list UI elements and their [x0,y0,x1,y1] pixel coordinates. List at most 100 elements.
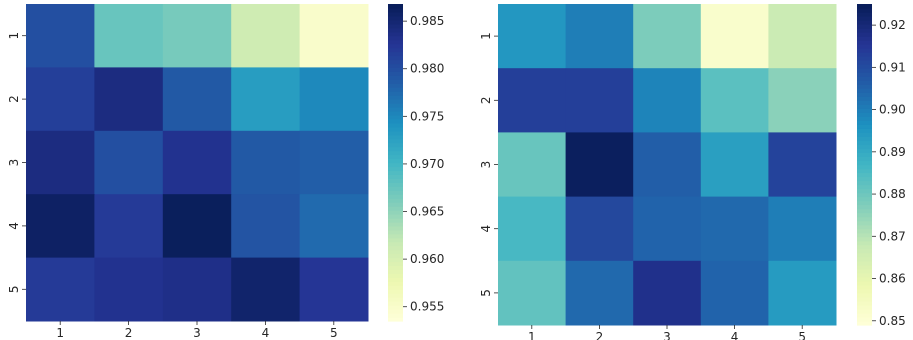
colorbar-segment [857,52,872,57]
colorbar-segment [857,80,872,85]
heatmap-cell [565,68,634,133]
colorbar-segment [388,198,403,203]
colorbar-segment [388,63,403,68]
colorbar-segment [388,51,403,57]
colorbar-segment [388,130,403,136]
colorbar-segment [388,186,403,191]
colorbar-segment [857,64,872,69]
colorbar-segment [388,309,403,314]
colorbar-tick-label: 0.980 [410,62,444,76]
heatmap-cell [231,194,301,259]
colorbar-segment [857,292,872,298]
colorbar-tick-label: 0.87 [879,229,906,243]
colorbar-segment [388,83,403,88]
colorbar-segment [388,313,403,318]
heatmap-cell [633,4,702,69]
x-tick-label: 3 [193,326,201,340]
colorbar-segment [388,79,403,84]
colorbar-segment [857,92,872,97]
colorbar-segment [857,40,872,45]
colorbar-tick-label: 0.88 [879,187,906,201]
colorbar-segment [388,249,403,255]
colorbar-segment [388,110,403,116]
colorbar-segment [857,12,872,17]
heatmap-cell [565,196,634,262]
colorbar-segment [388,19,403,25]
colorbar-segment [388,75,403,80]
colorbar-segment [388,190,403,195]
y-tick-label: 4 [479,225,493,233]
colorbar-tick-label: 0.89 [879,145,906,159]
heatmap-cell [498,132,567,198]
colorbar-segment [857,244,872,250]
heatmap-cell [498,196,567,262]
heatmap-cell [299,67,369,132]
colorbar-segment [857,176,872,182]
y-tick-label: 5 [7,285,21,293]
colorbar-segment [857,312,872,318]
colorbar-segment [388,47,403,53]
colorbar-segment [388,122,403,128]
colorbar-segment [388,87,403,92]
x-tick-label: 3 [663,330,671,340]
colorbar-segment [857,240,872,246]
colorbar-segment [857,48,872,53]
colorbar-segment [857,8,872,13]
colorbar-tick-label: 0.86 [879,272,906,286]
colorbar-segment [388,293,403,298]
colorbar-segment [388,265,403,271]
colorbar-segment [857,128,872,133]
heatmap-cell [498,260,567,326]
colorbar-segment [388,114,403,120]
colorbar-tick-label: 0.955 [410,300,444,314]
colorbar-segment [388,170,403,175]
colorbar-segment [388,237,403,243]
colorbar-segment [857,200,872,206]
colorbar-segment [857,304,872,310]
colorbar-segment [388,158,403,164]
colorbar-segment [388,317,403,322]
colorbar-segment [857,68,872,73]
colorbar-segment [388,35,403,41]
colorbar-segment [857,100,872,105]
colorbar-segment [388,182,403,187]
colorbar-segment [857,148,872,154]
heatmap-cell [700,260,769,326]
y-tick-label: 3 [479,161,493,169]
colorbar-segment [857,268,872,274]
colorbar-segment [857,20,872,25]
left-heatmap-panel: 1 2 3 4 5 1 2 3 4 5 0.955 0.960 0.965 0.970 0.975 0.980… [7,4,444,340]
heatmap-cell [700,196,769,262]
colorbar-segment [857,224,872,230]
y-tick-label: 1 [479,32,493,40]
y-tick-label: 3 [7,159,21,167]
heatmap-cell [26,257,95,322]
right-heatmap-panel: 1 2 3 4 5 1 2 3 4 5 0.85 0.86 0.87 0.88 0.89 0.90 0.91 0.… [479,4,906,340]
colorbar-segment [388,55,403,61]
colorbar-segment [388,27,403,33]
colorbar-segment [857,204,872,210]
colorbar-segment [857,188,872,194]
colorbar-segment [857,96,872,101]
colorbar-segment [388,150,403,156]
x-tick-label: 5 [798,330,806,340]
heatmap-cell [299,4,369,68]
colorbar-segment [857,116,872,121]
colorbar-segment [857,44,872,49]
colorbar-segment [857,56,872,61]
colorbar-segment [857,28,872,33]
colorbar-segment [388,202,403,207]
colorbar-segment [857,132,872,138]
colorbar-segment [857,212,872,218]
colorbar-tick-label: 0.92 [879,18,906,32]
colorbar-segment [857,112,872,117]
x-tick-label: 2 [125,326,133,340]
colorbar-segment [388,225,403,231]
colorbar-segment [857,320,872,326]
y-tick-label: 4 [7,222,21,230]
heatmap-cell [94,257,164,322]
colorbar-segment [388,11,403,17]
colorbar-segment [388,174,403,179]
colorbar-segment [857,196,872,202]
